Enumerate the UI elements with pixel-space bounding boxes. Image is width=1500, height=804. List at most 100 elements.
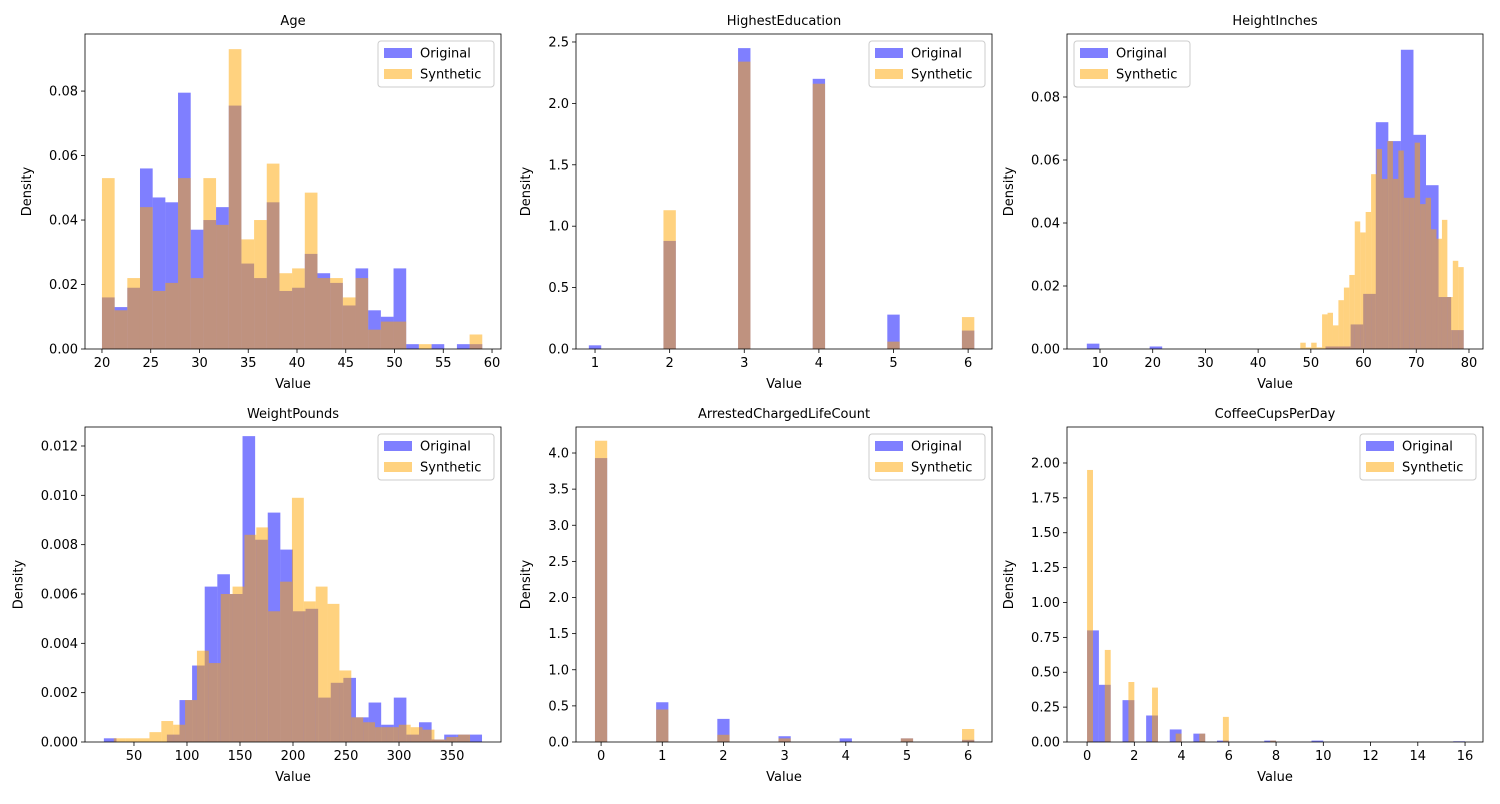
- histogram-bar: [244, 534, 257, 742]
- histogram-bar: [103, 738, 117, 742]
- subplot-title: HeightInches: [1232, 14, 1317, 29]
- histogram-bar: [315, 586, 328, 742]
- histogram-bar: [1087, 469, 1093, 742]
- legend: Original Synthetic: [1359, 433, 1477, 481]
- y-tick-label: 1.25: [1031, 561, 1060, 576]
- histogram-bar: [398, 724, 411, 742]
- legend-label: Synthetic: [1402, 461, 1463, 476]
- histogram-bar: [1387, 141, 1393, 349]
- histogram-bar: [1425, 197, 1432, 349]
- x-tick-label: 30: [191, 356, 208, 371]
- y-tick-label: 2.5: [548, 35, 569, 50]
- histogram-bar: [446, 737, 459, 742]
- subplot-title: WeightPounds: [247, 407, 339, 422]
- histogram-bar: [469, 334, 483, 349]
- histogram-bar: [220, 593, 233, 742]
- x-tick-label: 6: [964, 356, 972, 371]
- axes-frame: [575, 33, 993, 350]
- y-tick-label: 0.00: [1031, 343, 1060, 358]
- histogram-bar: [1458, 267, 1464, 349]
- subplot-title: CoffeeCupsPerDay: [1215, 407, 1336, 422]
- y-tick-label: 2.00: [1031, 456, 1060, 471]
- x-tick-label: 2: [1130, 749, 1138, 764]
- y-tick-label: 1.0: [548, 663, 569, 678]
- histogram-bar: [887, 314, 900, 349]
- x-axis-label: Value: [275, 377, 311, 392]
- histogram-bar: [114, 310, 128, 349]
- histogram-bar: [431, 344, 445, 349]
- subplot: 10 20 30 40 50 60 70 80 0.00 0.02 0.04 0.06 0.08 Heig…: [1002, 14, 1484, 392]
- x-tick-label: 5: [903, 749, 911, 764]
- subplot: 50 100 150 200 250 300 350 0.000 0.002 0.004 0.006…: [12, 407, 502, 785]
- x-tick-label: 4: [1177, 749, 1185, 764]
- histogram-bar: [185, 700, 197, 742]
- histogram-bar: [656, 709, 669, 742]
- x-tick-label: 35: [240, 356, 257, 371]
- histogram-bar: [1270, 740, 1277, 742]
- subplot-title: HighestEducation: [727, 14, 841, 29]
- x-tick-label: 3: [740, 356, 748, 371]
- x-tick-label: 10: [1092, 356, 1109, 371]
- histogram-bar: [137, 738, 150, 742]
- histogram-bar: [292, 268, 305, 349]
- histogram-bar: [268, 611, 281, 742]
- histogram-bar: [1354, 221, 1361, 349]
- histogram-bar: [375, 727, 387, 742]
- x-tick-label: 350: [440, 749, 465, 764]
- x-tick-label: 150: [228, 749, 253, 764]
- y-tick-label: 0.02: [49, 278, 78, 293]
- x-tick-label: 4: [815, 356, 823, 371]
- y-tick-label: 0.02: [1031, 280, 1060, 295]
- histogram-bar: [256, 527, 269, 742]
- axes-frame: [1066, 426, 1484, 743]
- y-tick-label: 0.08: [1031, 91, 1060, 106]
- histogram-bar: [1311, 740, 1324, 742]
- y-axis-label: Density: [1002, 166, 1017, 216]
- histogram-bar: [208, 663, 221, 742]
- x-tick-label: 80: [1461, 356, 1478, 371]
- subplot-title: ArrestedChargedLifeCount: [698, 407, 870, 422]
- legend: Original Synthetic: [377, 433, 495, 481]
- y-tick-label: 0.04: [1031, 217, 1060, 232]
- subplot: 0 2 4 6 8 10 12 14 16 0.00 0.25 0.50 0.75 1.00 1.25 1.5…: [1002, 407, 1484, 785]
- histogram-bar: [152, 290, 166, 349]
- x-tick-label: 60: [484, 356, 501, 371]
- histogram-bar: [139, 207, 153, 349]
- histogram-bar: [406, 344, 419, 349]
- legend: Original Synthetic: [1073, 40, 1191, 88]
- legend-label: Original: [420, 47, 471, 62]
- x-tick-label: 45: [337, 356, 354, 371]
- x-axis-label: Value: [275, 770, 311, 785]
- y-tick-label: 1.5: [548, 627, 569, 642]
- y-tick-label: 0.08: [49, 85, 78, 100]
- histogram-bar: [1420, 204, 1426, 349]
- legend: Original Synthetic: [377, 40, 495, 88]
- histogram-bar: [232, 586, 245, 742]
- histogram-bar: [1376, 148, 1383, 349]
- histogram-bar: [165, 282, 179, 349]
- legend-label: Original: [911, 440, 962, 455]
- y-axis-label: Density: [20, 166, 35, 216]
- y-tick-label: 0.50: [1031, 666, 1060, 681]
- histogram-bar: [1371, 174, 1377, 349]
- histogram-bar: [190, 278, 204, 349]
- histogram-bar: [588, 345, 602, 349]
- y-tick-label: 0.04: [49, 214, 78, 229]
- histogram-bar: [330, 278, 343, 349]
- y-tick-label: 4.0: [548, 447, 569, 462]
- histogram-bar: [173, 724, 186, 742]
- x-tick-label: 250: [334, 749, 359, 764]
- x-tick-label: 14: [1410, 749, 1427, 764]
- histogram-bar: [422, 729, 435, 742]
- y-tick-label: 1.5: [548, 158, 569, 173]
- histogram-bar: [241, 239, 255, 349]
- y-tick-label: 0.002: [41, 686, 78, 701]
- histogram-bar: [303, 601, 316, 742]
- x-tick-label: 50: [126, 749, 143, 764]
- histogram-bar: [717, 734, 730, 742]
- histogram-bar: [304, 192, 318, 349]
- histogram-bar: [228, 49, 242, 349]
- legend-swatch: [875, 441, 903, 451]
- x-tick-label: 1: [591, 356, 599, 371]
